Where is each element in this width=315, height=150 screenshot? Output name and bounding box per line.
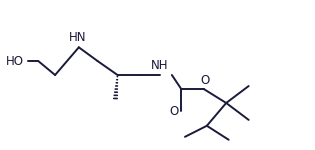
- Text: HN: HN: [68, 31, 86, 44]
- Text: O: O: [169, 105, 178, 118]
- Text: HO: HO: [5, 54, 24, 68]
- Text: O: O: [200, 74, 209, 87]
- Text: NH: NH: [151, 59, 169, 72]
